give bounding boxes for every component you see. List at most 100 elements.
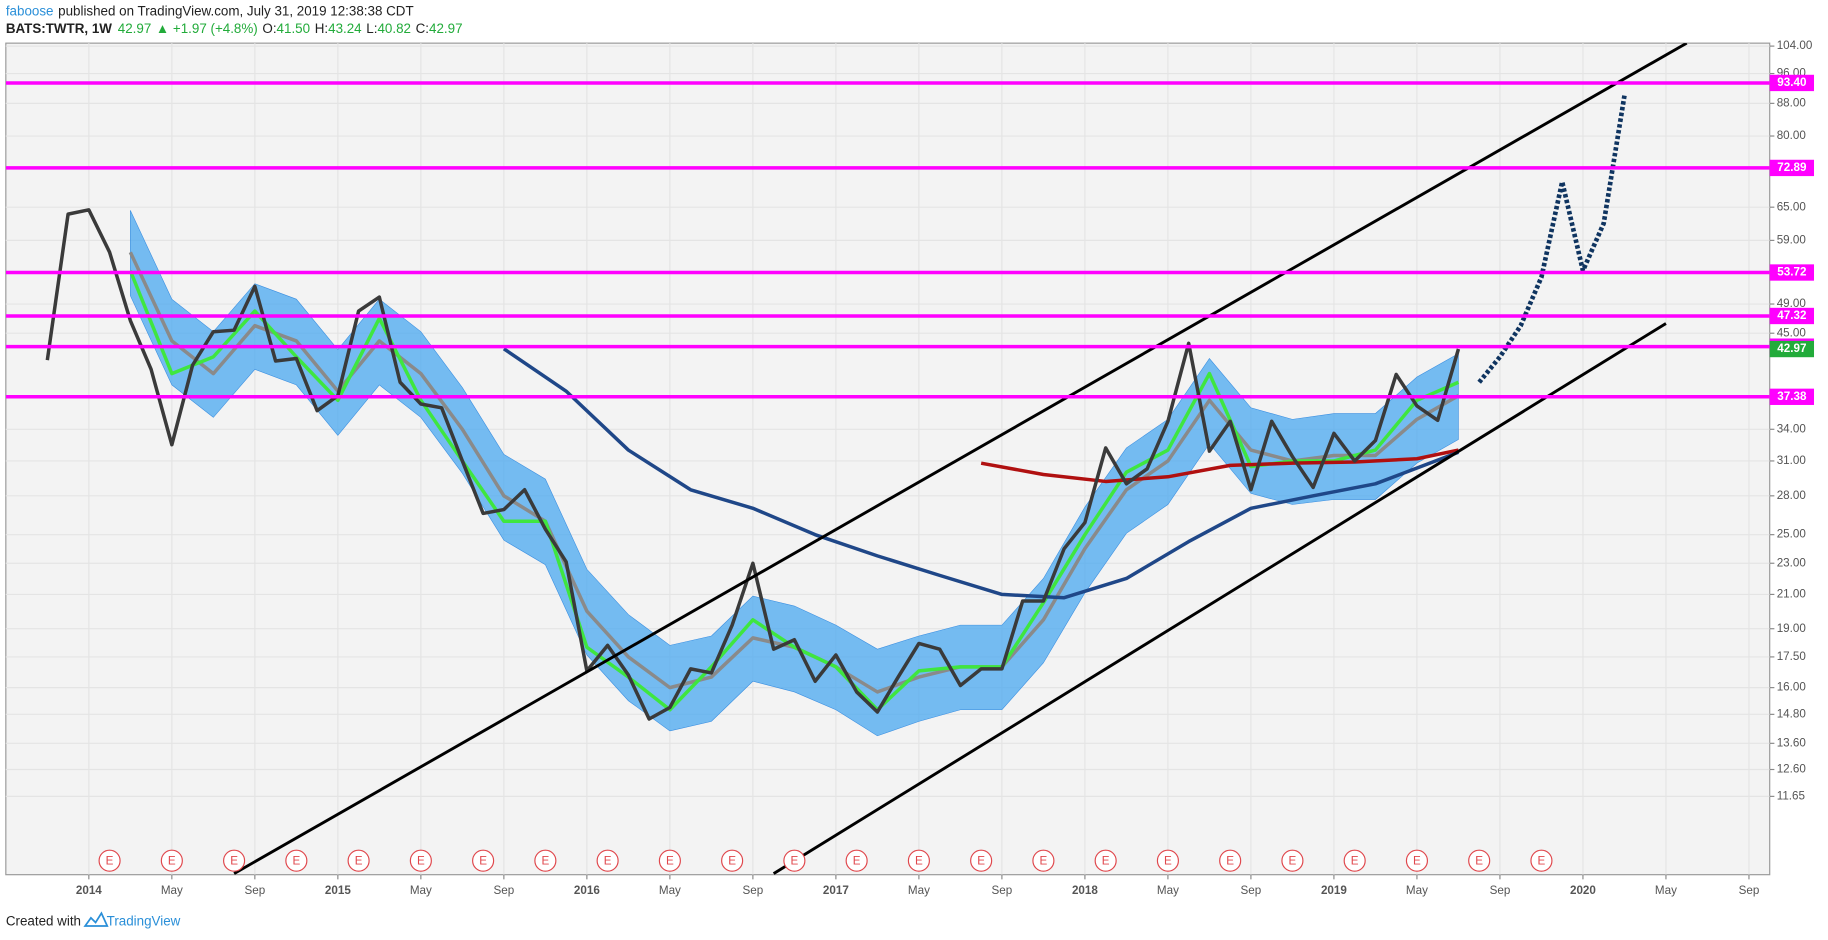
event-marker <box>907 849 930 872</box>
x-tick-label: Sep <box>1241 884 1262 897</box>
last-price-label: 42.97 <box>1777 342 1806 355</box>
logo <box>83 911 109 927</box>
x-tick-label: 2019 <box>1321 884 1347 897</box>
ohlc-key: C: <box>416 21 429 36</box>
price: 42.97 <box>118 21 152 36</box>
y-tick-label: 19.00 <box>1777 622 1807 635</box>
x-tick-label: Sep <box>1490 884 1511 897</box>
event-marker <box>160 849 183 872</box>
y-tick-label: 14.80 <box>1777 707 1807 720</box>
last-price-tag <box>1769 340 1815 358</box>
y-tick-label: 31.00 <box>1777 454 1807 467</box>
event-label: E <box>1102 854 1110 867</box>
user[interactable]: faboose <box>6 3 54 18</box>
event-label: E <box>230 854 238 867</box>
x-tick-label: Sep <box>1739 884 1760 897</box>
published: published on TradingView.com, July 31, 2… <box>58 3 414 18</box>
event-marker <box>285 849 308 872</box>
x-tick-label: Sep <box>244 884 265 897</box>
axes: 104.0096.0088.0080.0065.0059.0049.0045.0… <box>76 39 1815 897</box>
level-label: 53.72 <box>1777 266 1807 279</box>
event-marker <box>1094 849 1117 872</box>
event-marker <box>1281 849 1304 872</box>
footer: Created with TradingView <box>6 913 181 928</box>
y-tick-label: 12.60 <box>1777 763 1807 776</box>
event-marker <box>1032 849 1055 872</box>
ohlc-key: O: <box>262 21 276 36</box>
x-tick-label: May <box>410 884 432 897</box>
event-label: E <box>355 854 363 867</box>
event-marker <box>1343 849 1366 872</box>
x-tick-label: Sep <box>743 884 764 897</box>
y-tick-label: 45.00 <box>1777 326 1807 339</box>
y-tick-label: 34.00 <box>1777 422 1807 435</box>
symbol: BATS:TWTR, 1W <box>6 21 112 36</box>
event-marker <box>347 849 370 872</box>
trendline <box>233 43 1688 875</box>
footer-text: Created with <box>6 913 81 928</box>
event-marker <box>596 849 619 872</box>
series-line <box>1477 95 1627 384</box>
x-tick-label: May <box>1406 884 1428 897</box>
level-label: 37.38 <box>1777 390 1807 403</box>
event-label: E <box>1475 854 1483 867</box>
event-label: E <box>790 854 798 867</box>
event-label: E <box>417 854 425 867</box>
event-label: E <box>106 854 114 867</box>
event-marker <box>223 849 246 872</box>
y-tick-label: 16.00 <box>1777 681 1807 694</box>
event-marker <box>1405 849 1429 872</box>
event-label: E <box>1226 854 1234 867</box>
event-label: E <box>168 854 176 867</box>
y-tick-label: 25.00 <box>1777 528 1807 541</box>
plot-area <box>5 42 1771 876</box>
x-tick-label: 2020 <box>1570 884 1596 897</box>
y-tick-label: 23.00 <box>1777 556 1807 569</box>
y-tick-label: 49.00 <box>1777 297 1807 310</box>
event-label: E <box>915 854 923 867</box>
x-tick-label: 2016 <box>574 884 600 897</box>
event-label: E <box>728 854 736 867</box>
event-marker <box>783 849 806 872</box>
x-tick-label: 2017 <box>823 884 849 897</box>
y-tick-label: 80.00 <box>1777 129 1807 142</box>
change: ▲ +1.97 (+4.8%) <box>156 21 258 36</box>
event-label: E <box>1289 854 1297 867</box>
x-tick-label: 2018 <box>1072 884 1098 897</box>
ohlc-key: H: <box>315 21 328 36</box>
series-line <box>128 270 1460 712</box>
event-marker <box>845 849 868 872</box>
header-line: faboose published on TradingView.com, Jul… <box>6 3 414 18</box>
event-label: E <box>604 854 612 867</box>
trendline <box>772 322 1667 875</box>
y-tick-label: 21.00 <box>1777 588 1807 601</box>
event-label: E <box>666 854 674 867</box>
event-label: E <box>479 854 487 867</box>
brand[interactable]: TradingView <box>107 913 181 928</box>
event-label: E <box>1164 854 1172 867</box>
x-tick-label: May <box>1655 884 1677 897</box>
x-tick-label: May <box>161 884 183 897</box>
level-tag <box>1769 74 1815 92</box>
level-tag <box>1769 307 1815 325</box>
event-marker <box>1530 849 1553 872</box>
event-marker <box>1219 849 1242 872</box>
ohlc-value: 43.24 <box>328 21 362 36</box>
event-marker <box>1156 849 1179 872</box>
series-line <box>45 208 1461 721</box>
ohlc-value: 42.97 <box>429 21 463 36</box>
x-tick-label: May <box>659 884 681 897</box>
level-label: 47.32 <box>1777 309 1807 322</box>
event-marker <box>970 849 993 872</box>
level-label: 93.40 <box>1777 76 1806 89</box>
level-label: 72.89 <box>1777 161 1807 174</box>
plot <box>5 43 1770 875</box>
event-label: E <box>1040 854 1048 867</box>
event-label: E <box>1351 854 1359 867</box>
ohlc-value: 40.82 <box>377 21 411 36</box>
series-line <box>980 448 1459 484</box>
symbol-line: BATS:TWTR, 1W 42.97 ▲ +1.97 (+4.8%) O:41.50… <box>6 21 463 36</box>
x-tick-label: May <box>908 884 930 897</box>
